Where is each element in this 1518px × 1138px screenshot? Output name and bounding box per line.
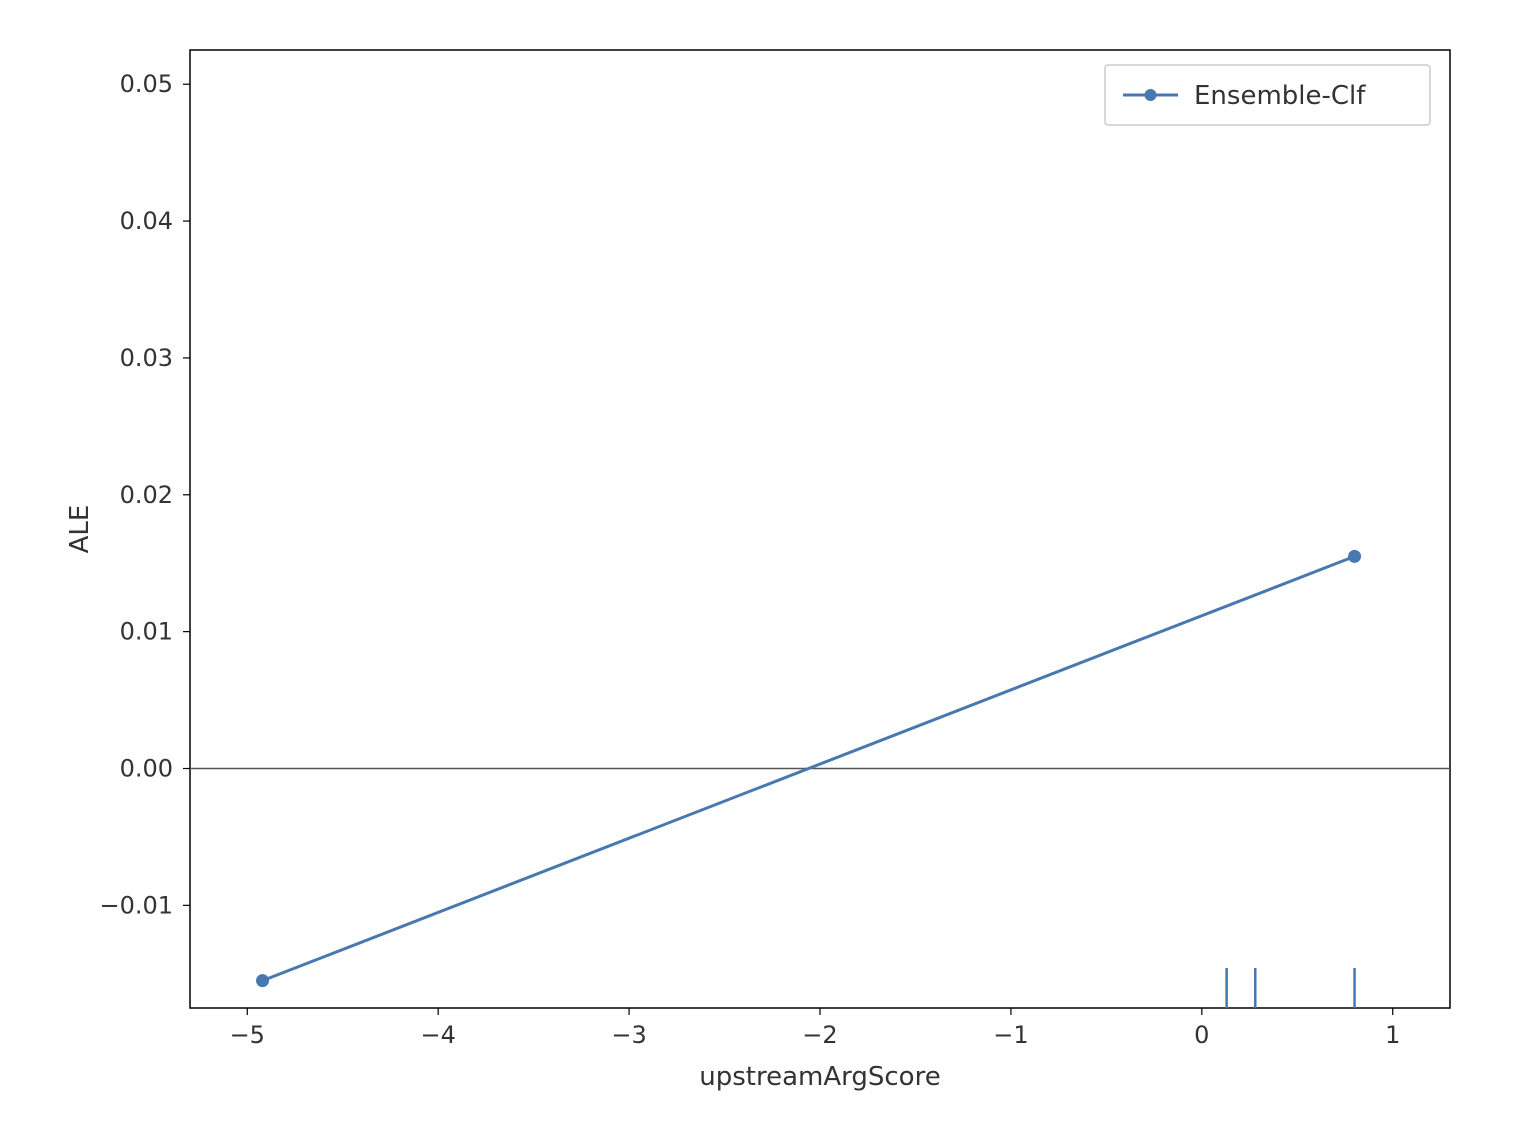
legend-label: Ensemble-Clf (1194, 81, 1366, 111)
x-axis-label: upstreamArgScore (699, 1062, 940, 1092)
x-tick-label: −2 (802, 1021, 837, 1049)
chart-background (0, 0, 1518, 1138)
chart-svg: −5 −4 −3 −2 −1 0 1 upstreamArgScore −0.01 0.00 0.0… (0, 0, 1518, 1138)
y-tick-label: 0.05 (120, 70, 173, 98)
series-marker (1349, 550, 1361, 562)
y-tick-label: −0.01 (99, 891, 173, 919)
y-tick-label: 0.01 (120, 618, 173, 646)
y-tick-label: 0.00 (120, 755, 173, 783)
x-tick-label: −4 (420, 1021, 455, 1049)
y-tick-label: 0.04 (120, 207, 173, 235)
x-tick-label: 0 (1194, 1021, 1209, 1049)
x-tick-label: −3 (611, 1021, 646, 1049)
y-axis-label: ALE (65, 505, 95, 554)
y-tick-label: 0.02 (120, 481, 173, 509)
legend-marker-sample (1145, 89, 1157, 101)
ale-chart: −5 −4 −3 −2 −1 0 1 upstreamArgScore −0.01 0.00 0.0… (0, 0, 1518, 1138)
x-tick-label: −1 (993, 1021, 1028, 1049)
x-tick-label: −5 (230, 1021, 265, 1049)
x-tick-label: 1 (1385, 1021, 1400, 1049)
legend: Ensemble-Clf (1105, 65, 1430, 125)
series-marker (257, 975, 269, 987)
y-tick-label: 0.03 (120, 344, 173, 372)
